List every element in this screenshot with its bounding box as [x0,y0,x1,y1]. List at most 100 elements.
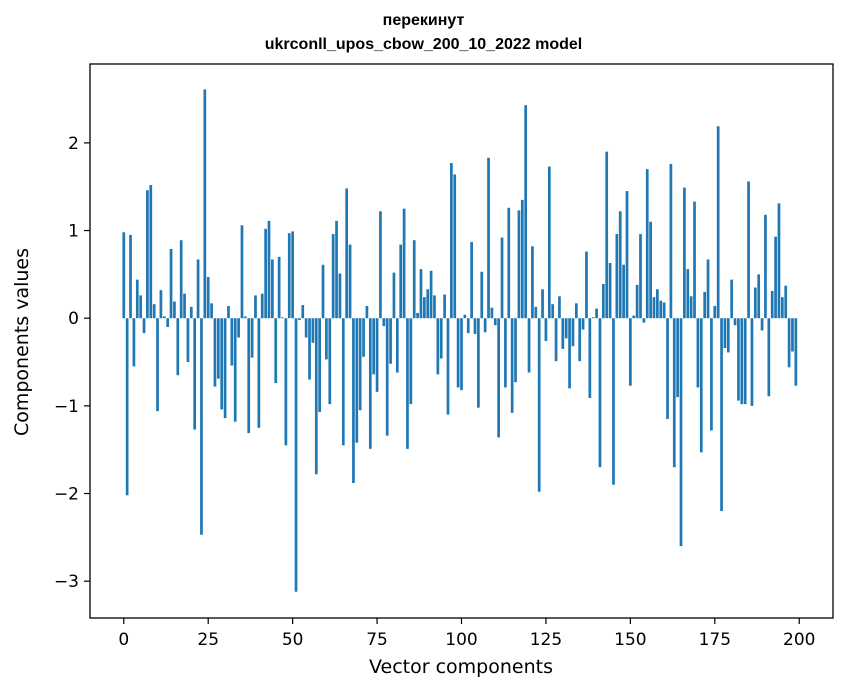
bar [395,318,399,373]
bar [642,318,646,323]
bar [406,318,409,449]
bar [581,318,585,330]
bar [645,169,649,319]
bar [547,166,551,319]
bar [554,318,558,362]
bar [220,318,224,410]
bar [183,293,186,319]
bar [368,318,372,449]
y-tick-label: 2 [68,134,79,154]
bar [227,305,230,319]
x-tick-label: 125 [530,630,562,650]
bar [760,318,764,331]
x-tick-label: 25 [197,630,219,650]
bar [524,105,528,319]
bar [298,318,301,320]
bar [632,315,636,319]
y-tick-label: 1 [68,222,79,242]
bar [740,318,744,405]
bar [662,302,666,319]
chart-title-line-2: ukrconll_upos_cbow_200_10_2022 model [264,36,583,53]
bar [649,221,652,319]
bar [274,318,278,384]
bar [345,188,349,319]
bar [615,234,619,319]
bar [355,318,359,443]
bar [412,240,416,319]
bar [443,294,446,319]
bar [456,318,460,388]
bar [196,259,200,319]
bar [750,318,754,406]
bar [365,305,369,319]
bar [189,306,193,319]
bar [639,234,642,319]
bar [186,318,190,363]
bar [162,316,166,319]
bar [149,184,153,319]
bar [284,318,288,446]
bar [764,214,767,319]
bar [325,318,328,360]
bar [591,317,595,319]
bar [504,318,507,388]
bar [247,318,251,434]
bar [669,163,673,319]
bar [166,318,170,327]
bar [595,308,598,319]
bar [436,318,440,375]
bar [733,318,737,326]
x-axis-ticks: 0 25 50 75 100 125 150 175 200 [118,618,815,650]
bar [439,318,443,359]
bar [710,318,713,431]
bar [787,318,791,368]
bar [216,318,220,379]
bar [264,228,267,319]
bar [774,236,777,319]
bar [331,234,335,319]
bar [629,318,632,386]
bar [757,274,761,319]
bar [321,264,325,319]
bar [780,297,784,319]
bar [460,318,463,391]
y-tick-label: 0 [68,309,79,329]
bar [672,318,676,468]
bar [257,318,261,428]
bar [612,318,615,485]
bar [473,318,477,334]
bar [470,241,473,319]
plot-frame [89,63,834,619]
bar [716,126,720,319]
bar [777,203,781,319]
bar [132,318,136,367]
bar [156,318,159,412]
bar [466,318,470,334]
bar [605,151,609,319]
y-tick-label: −1 [54,397,79,417]
bar [527,318,531,373]
bar [260,293,264,319]
y-axis-label: Components values [11,247,33,437]
bar [254,295,257,319]
bar [453,174,457,319]
bar [314,318,318,475]
bar [301,305,305,319]
bar [135,279,139,319]
bar [382,318,386,327]
bar [713,305,717,319]
bar [544,318,548,341]
bar [375,318,379,392]
bar [743,318,747,405]
bar [706,259,710,319]
bar [240,225,244,319]
bar [666,318,669,420]
bar [699,318,703,453]
bar [635,284,639,319]
bar [287,233,291,319]
bar [450,163,453,319]
bar [277,256,281,319]
bar [328,318,332,405]
bar [656,289,659,319]
